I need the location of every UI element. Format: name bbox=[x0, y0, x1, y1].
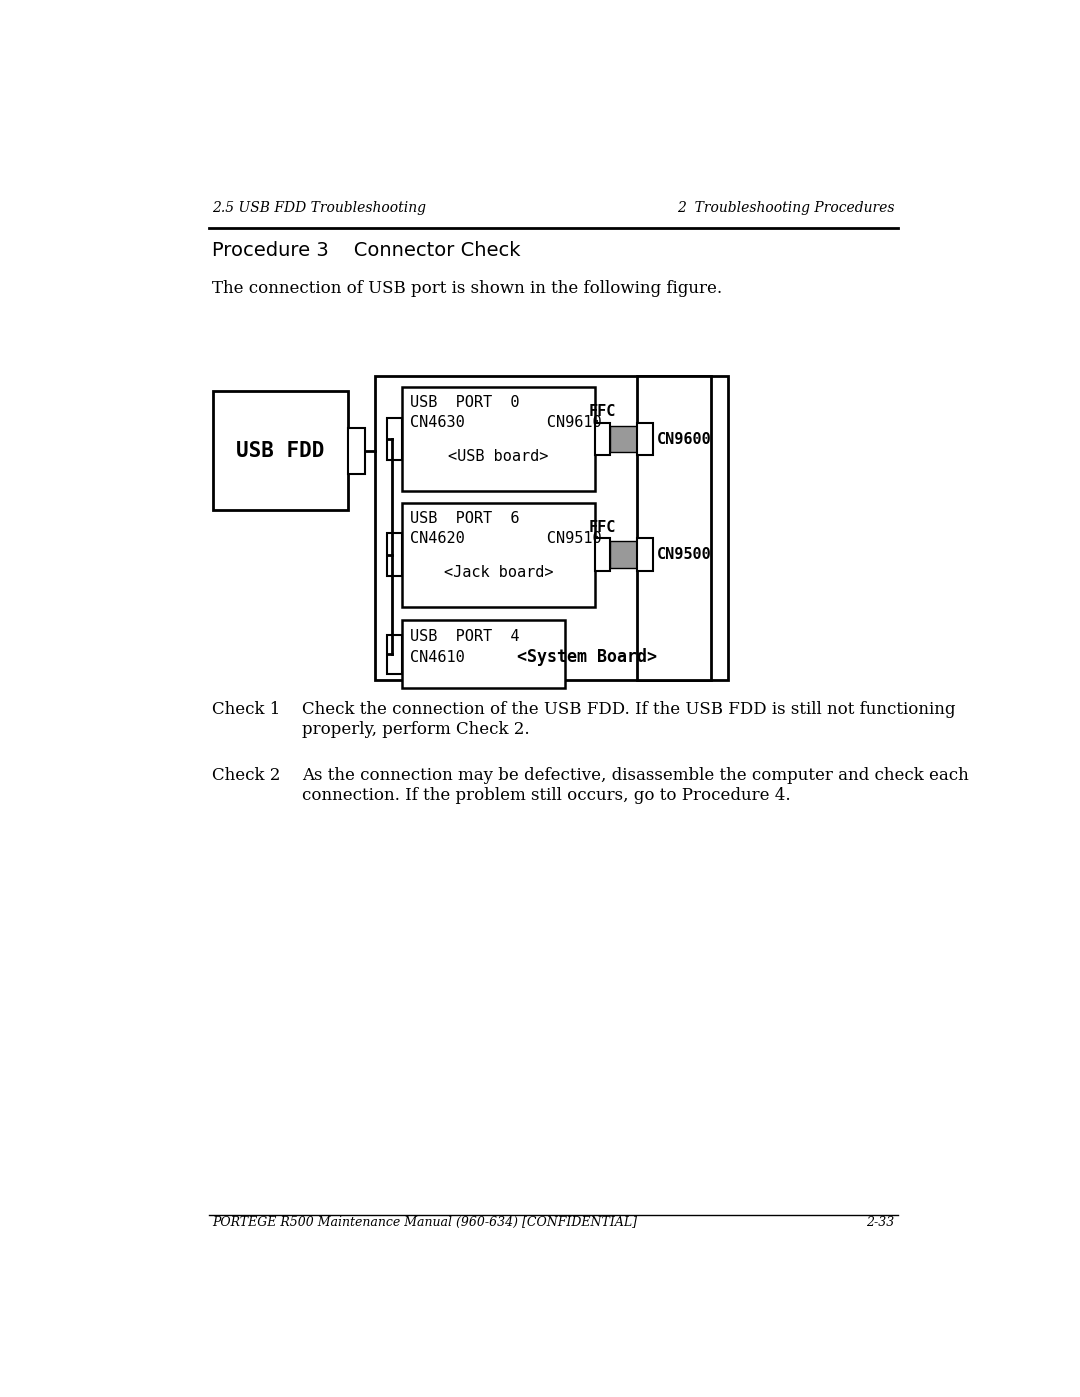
Text: <Jack board>: <Jack board> bbox=[444, 564, 553, 580]
Text: As the connection may be defective, disassemble the computer and check each: As the connection may be defective, disa… bbox=[301, 767, 969, 784]
Bar bbox=[387, 534, 403, 576]
Bar bbox=[403, 503, 595, 606]
Text: Check 2: Check 2 bbox=[213, 767, 281, 784]
Text: CN9500: CN9500 bbox=[657, 548, 712, 562]
Bar bbox=[387, 636, 403, 673]
Bar bbox=[213, 391, 348, 510]
Text: Procedure 3    Connector Check: Procedure 3 Connector Check bbox=[213, 242, 521, 260]
Bar bbox=[637, 538, 652, 571]
Bar bbox=[375, 376, 728, 680]
Text: <System Board>: <System Board> bbox=[517, 648, 657, 666]
Bar bbox=[403, 387, 595, 490]
Bar bbox=[348, 427, 365, 474]
Text: connection. If the problem still occurs, go to Procedure 4.: connection. If the problem still occurs,… bbox=[301, 787, 791, 803]
Bar bbox=[610, 542, 637, 567]
Text: Check the connection of the USB FDD. If the USB FDD is still not functioning: Check the connection of the USB FDD. If … bbox=[301, 701, 955, 718]
Bar bbox=[403, 620, 565, 689]
Bar bbox=[610, 426, 637, 453]
Text: USB FDD: USB FDD bbox=[237, 440, 324, 461]
Text: PORTEGE R500 Maintenance Manual (960-634) [CONFIDENTIAL]: PORTEGE R500 Maintenance Manual (960-634… bbox=[213, 1215, 637, 1229]
Text: USB  PORT  6: USB PORT 6 bbox=[410, 511, 519, 525]
Bar bbox=[637, 376, 711, 680]
Bar bbox=[595, 538, 610, 571]
Text: properly, perform Check 2.: properly, perform Check 2. bbox=[301, 721, 529, 738]
Bar bbox=[387, 418, 403, 460]
Text: The connection of USB port is shown in the following figure.: The connection of USB port is shown in t… bbox=[213, 279, 723, 298]
Text: CN9510: CN9510 bbox=[410, 531, 602, 546]
Text: CN4610: CN4610 bbox=[410, 650, 464, 665]
Text: CN4630: CN4630 bbox=[410, 415, 464, 430]
Text: 2.5 USB FDD Troubleshooting: 2.5 USB FDD Troubleshooting bbox=[213, 201, 427, 215]
Text: CN9610: CN9610 bbox=[410, 415, 602, 430]
Text: 2  Troubleshooting Procedures: 2 Troubleshooting Procedures bbox=[677, 201, 894, 215]
Bar bbox=[637, 423, 652, 455]
Text: FFC: FFC bbox=[589, 520, 616, 535]
Bar bbox=[595, 423, 610, 455]
Text: FFC: FFC bbox=[589, 404, 616, 419]
Text: Check 1: Check 1 bbox=[213, 701, 281, 718]
Text: <USB board>: <USB board> bbox=[448, 448, 549, 464]
Text: CN4620: CN4620 bbox=[410, 531, 464, 546]
Text: 2-33: 2-33 bbox=[866, 1215, 894, 1229]
Text: USB  PORT  4: USB PORT 4 bbox=[410, 629, 519, 644]
Text: CN9600: CN9600 bbox=[657, 432, 712, 447]
Text: USB  PORT  0: USB PORT 0 bbox=[410, 395, 519, 411]
